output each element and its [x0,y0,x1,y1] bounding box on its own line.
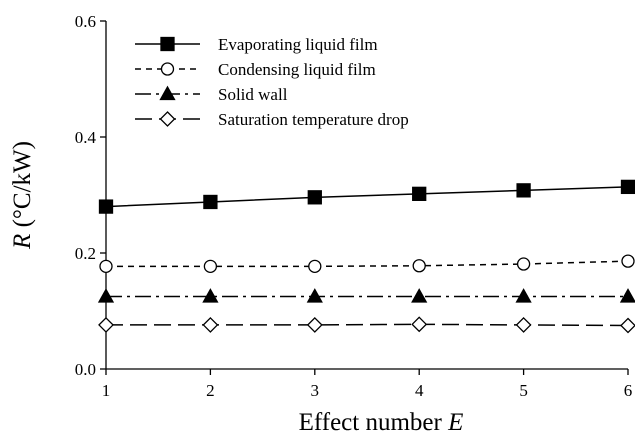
data-point [99,259,113,273]
data-point [516,257,531,271]
y-tick-label: 0.0 [75,360,96,379]
y-tick-label: 0.2 [75,244,96,263]
data-point [620,179,635,195]
legend-marker [159,85,176,101]
y-ticks: 0.0 0.2 0.4 0.6 [75,12,106,379]
data-point [411,288,428,303]
x-ticks: 1 2 3 4 5 6 [102,369,633,400]
series-line [106,323,629,327]
series-line [105,186,629,208]
data-point [412,186,427,201]
series-1 [98,179,635,214]
y-axis-title: R (°C/kW) [9,141,36,250]
x-tick-label: 5 [519,381,528,400]
data-point [620,317,635,334]
series-2 [99,254,635,273]
legend-marker [160,62,175,76]
x-tick-label: 3 [311,381,320,400]
x-tick-label: 4 [415,381,424,400]
legend-item: Saturation temperature drop [135,110,409,129]
data-point [515,288,532,303]
series-layer [97,179,635,334]
x-tick-label: 6 [624,381,633,400]
data-point [203,194,218,210]
data-point [621,254,635,268]
data-point [515,317,532,333]
data-point [516,183,531,198]
data-point [619,288,635,303]
plot-area: 0.0 0.2 0.4 0.6 1 2 3 4 5 6 [75,12,635,400]
data-point [98,199,114,214]
series-4 [98,316,635,334]
series-3 [97,288,635,303]
legend-marker [159,111,176,127]
data-point [306,317,323,333]
x-tick-label: 1 [102,381,111,400]
legend-item: Evaporating liquid film [135,35,378,54]
data-point [307,190,322,205]
legend: Evaporating liquid film Condensing liquid… [135,35,409,129]
legend-label: Evaporating liquid film [218,35,378,54]
data-point [97,288,115,303]
legend-label: Solid wall [218,85,288,104]
y-tick-label: 0.4 [75,128,97,147]
data-point [308,259,322,273]
data-point [306,288,323,303]
series-line [106,260,629,268]
legend-item: Condensing liquid film [135,60,376,79]
legend-label: Condensing liquid film [218,60,376,79]
data-point [203,259,218,273]
x-tick-label: 2 [206,381,215,400]
data-point [202,288,219,303]
legend-label: Saturation temperature drop [218,110,409,129]
data-point [202,317,219,333]
legend-item: Solid wall [135,85,288,104]
data-point [411,316,428,333]
legend-marker [160,36,175,52]
y-tick-label: 0.6 [75,12,96,31]
data-point [412,259,426,273]
data-point [98,317,114,333]
x-axis-title: Effect number E [299,409,464,436]
